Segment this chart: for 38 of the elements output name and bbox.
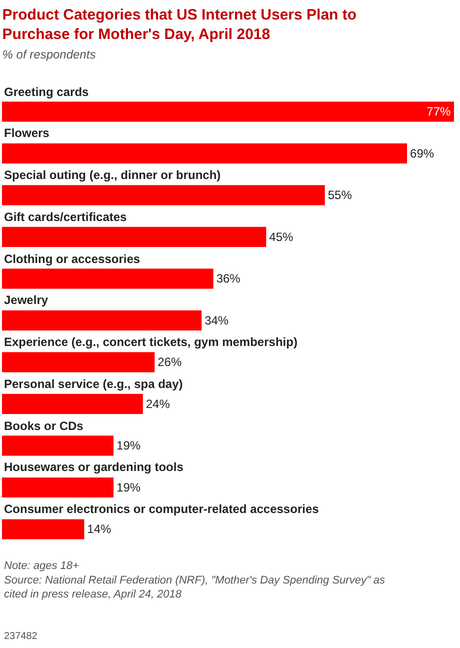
y-tick-label: Flowers xyxy=(4,126,50,140)
data-label: 19% xyxy=(116,480,141,494)
data-label: 77% xyxy=(426,104,451,119)
y-tick-label: Books or CDs xyxy=(4,419,84,433)
y-tick-label: Greeting cards xyxy=(4,85,90,99)
y-tick-label: Personal service (e.g., spa day) xyxy=(4,377,183,391)
y-tick-label: Housewares or gardening tools xyxy=(4,460,184,474)
data-label: 55% xyxy=(328,188,352,202)
bar xyxy=(2,310,202,330)
data-label: 36% xyxy=(216,272,241,286)
y-tick-label: Experience (e.g., concert tickets, gym membership) xyxy=(4,335,298,349)
data-label: 34% xyxy=(204,313,229,328)
data-label: 45% xyxy=(269,230,294,244)
y-tick-label: Special outing (e.g., dinner or brunch) xyxy=(4,168,221,182)
bar xyxy=(2,143,408,164)
y-tick-label: Clothing or accessories xyxy=(4,252,140,266)
text: Note: ages 18+ xyxy=(4,560,80,572)
data-label: 24% xyxy=(146,396,170,411)
y-tick-label: Consumer electronics or computer-related accessories xyxy=(4,502,320,516)
data-label: 69% xyxy=(410,146,434,160)
bar xyxy=(2,394,143,414)
y-tick-label: Jewelry xyxy=(4,293,48,307)
bar xyxy=(2,268,214,289)
text: 237482 xyxy=(4,631,38,642)
data-label: 19% xyxy=(116,438,141,453)
bar xyxy=(2,477,114,498)
data-label: 14% xyxy=(87,522,112,536)
bar xyxy=(2,185,325,206)
bar xyxy=(2,436,114,456)
bar xyxy=(2,102,454,122)
bar xyxy=(2,352,155,372)
bar xyxy=(2,519,84,540)
chart-title: Product Categories that US Internet Users Plan to Purchase for Mother's Day, April 2018 xyxy=(2,6,357,43)
y-tick-label: Gift cards/certificates xyxy=(4,210,128,224)
chart-subtitle: % of respondents xyxy=(2,47,96,62)
source-note: Source: National Retail Federation (NRF), "Mother's Day Spending Survey" as cited in press release, April 24, 2018 xyxy=(4,574,386,601)
bar xyxy=(2,226,266,247)
data-label: 26% xyxy=(158,355,182,370)
